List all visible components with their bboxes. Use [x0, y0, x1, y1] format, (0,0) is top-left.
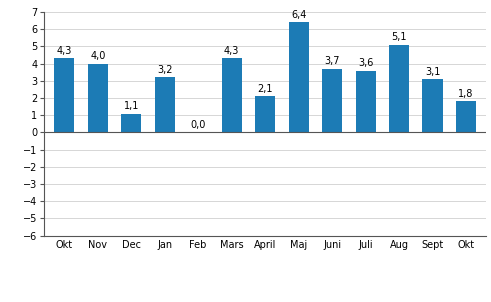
Bar [456, 101, 476, 132]
Text: 3,7: 3,7 [325, 56, 340, 66]
Text: 1,8: 1,8 [458, 89, 474, 99]
Bar [221, 59, 242, 132]
Bar [155, 77, 175, 132]
Text: 6,4: 6,4 [291, 10, 306, 20]
Text: 4,3: 4,3 [224, 46, 239, 56]
Text: 0,0: 0,0 [191, 120, 206, 130]
Text: 2,1: 2,1 [257, 84, 273, 94]
Text: 5,1: 5,1 [391, 32, 407, 42]
Bar [54, 59, 74, 132]
Text: 3,6: 3,6 [358, 58, 373, 68]
Bar [422, 79, 442, 132]
Text: 4,0: 4,0 [90, 51, 106, 61]
Text: 4,3: 4,3 [56, 46, 72, 56]
Bar [88, 64, 108, 132]
Bar [121, 114, 141, 132]
Bar [289, 22, 309, 132]
Text: 3,2: 3,2 [157, 65, 172, 75]
Text: 3,1: 3,1 [425, 66, 440, 76]
Bar [322, 69, 342, 132]
Text: 1,1: 1,1 [124, 101, 139, 111]
Bar [355, 71, 376, 132]
Bar [255, 96, 275, 132]
Bar [389, 45, 409, 132]
